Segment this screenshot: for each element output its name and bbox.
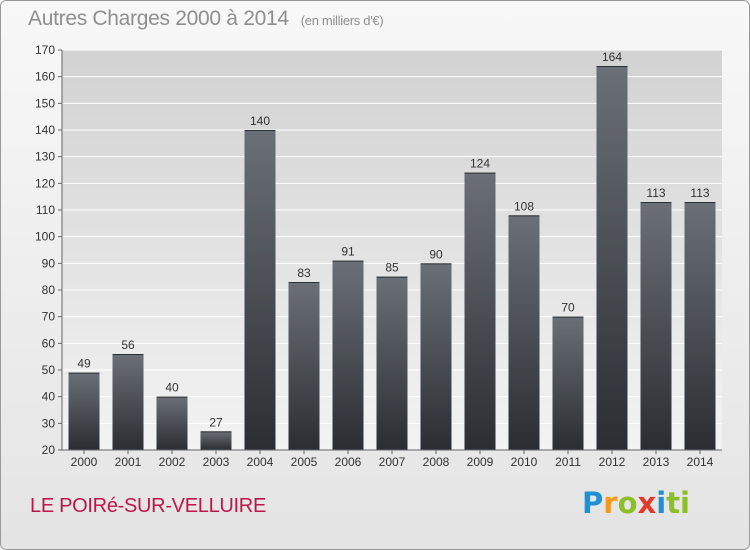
bar (376, 276, 408, 450)
bar-value-label: 83 (297, 266, 311, 280)
x-tick-label: 2009 (467, 455, 494, 469)
bar-value-label: 49 (77, 357, 91, 371)
y-axis: 20 30 40 50 60 70 80 90 100 110 120 130 140 150 160 170 (35, 43, 63, 457)
bar-value-label: 140 (250, 114, 270, 128)
x-tick-label: 2013 (643, 455, 670, 469)
bar (596, 66, 628, 450)
bar-value-label: 113 (690, 186, 709, 200)
x-tick-label: 2010 (511, 455, 538, 469)
bar-value-label: 91 (341, 245, 355, 259)
y-tick-label: 40 (42, 390, 56, 404)
x-tick-label: 2004 (247, 455, 274, 469)
x-tick-label: 2003 (203, 455, 230, 469)
y-tick-label: 80 (42, 283, 56, 297)
bar (68, 372, 100, 450)
y-tick-label: 20 (42, 443, 56, 457)
bar-value-label: 90 (429, 247, 443, 261)
y-tick-label: 30 (42, 416, 56, 430)
y-tick-label: 150 (35, 96, 55, 110)
logo-letter: o (617, 486, 638, 520)
bar (552, 316, 584, 450)
bar (420, 263, 452, 450)
y-tick-label: 130 (35, 150, 55, 164)
bars: 49 56 40 27 140 83 91 85 90 124 108 70 164 113 113 (68, 50, 716, 450)
bar (156, 396, 188, 450)
x-tick-label: 2007 (379, 455, 406, 469)
bar (200, 431, 232, 450)
y-tick-label: 90 (42, 256, 56, 270)
chart-unit: (en milliers d'€) (300, 13, 384, 28)
x-tick-label: 2000 (71, 455, 98, 469)
logo-letter: i (656, 486, 667, 520)
bar (640, 202, 672, 450)
logo-letter: ti (666, 486, 690, 520)
y-tick-label: 110 (36, 203, 55, 217)
bar-value-label: 56 (121, 338, 135, 352)
bar (684, 202, 716, 450)
location-name: LE POIRé-SUR-VELLUIRE (30, 495, 266, 517)
y-tick-label: 170 (35, 43, 55, 57)
bar-value-label: 40 (165, 381, 179, 395)
y-tick-label: 70 (42, 310, 56, 324)
y-tick-label: 120 (35, 176, 55, 190)
bar (112, 354, 144, 450)
bar (288, 282, 320, 450)
bar (464, 172, 496, 450)
bar-value-label: 113 (646, 186, 665, 200)
logo-letter: x (637, 486, 657, 520)
logo-letter: r (603, 486, 618, 520)
y-tick-label: 160 (35, 70, 55, 84)
bar-value-label: 164 (602, 50, 622, 64)
logo-letter: P (582, 486, 604, 520)
bar-value-label: 27 (209, 415, 223, 429)
chart-title-text: Autres Charges 2000 à 2014 (28, 7, 289, 30)
bar-value-label: 108 (514, 199, 534, 213)
y-tick-label: 100 (35, 230, 55, 244)
bar-value-label: 85 (385, 261, 399, 275)
chart-title: Autres Charges 2000 à 2014 (en milliers d… (28, 7, 384, 31)
proxiti-logo: Proxiti (582, 486, 690, 520)
bar (508, 215, 540, 450)
x-tick-label: 2005 (291, 455, 318, 469)
x-tick-label: 2012 (599, 455, 626, 469)
bar (244, 130, 276, 450)
x-tick-label: 2002 (159, 455, 186, 469)
x-tick-label: 2001 (115, 455, 142, 469)
x-tick-label: 2014 (687, 455, 714, 469)
bar (332, 260, 364, 450)
x-axis: 2000 2001 2002 2003 2004 2005 2006 2007 2008 2009… (62, 449, 722, 469)
bar-value-label: 70 (561, 301, 575, 315)
y-tick-label: 60 (42, 336, 56, 350)
y-tick-label: 50 (42, 363, 56, 377)
bar-value-label: 124 (470, 157, 490, 171)
x-tick-label: 2011 (555, 455, 581, 469)
y-tick-label: 140 (35, 123, 55, 137)
x-tick-label: 2006 (335, 455, 362, 469)
x-tick-label: 2008 (423, 455, 450, 469)
